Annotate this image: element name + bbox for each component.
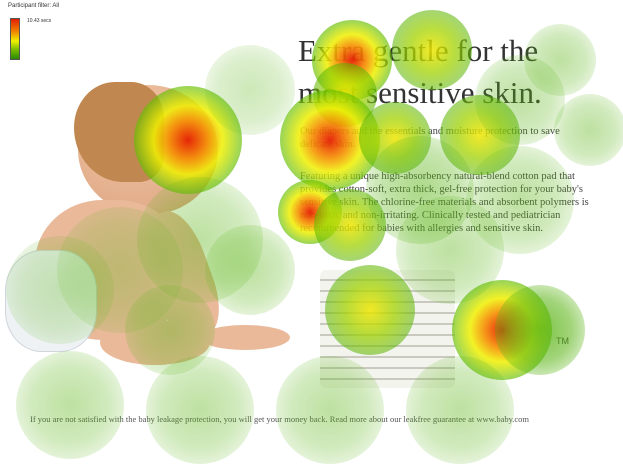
heat-spot: [554, 94, 623, 166]
heat-spot: [134, 86, 242, 194]
heat-spot: [146, 356, 254, 464]
heat-spot: [279, 89, 381, 191]
heat-spot: [440, 95, 520, 175]
heat-spot: [451, 279, 553, 381]
heat-spot: [312, 62, 378, 128]
heat-spot: [125, 285, 215, 375]
heat-spot: [312, 20, 392, 100]
heat-spot: [396, 196, 504, 304]
heat-scale-max-label: 10.43 secs: [27, 18, 52, 24]
heat-spot: [16, 351, 124, 459]
heat-spot: [359, 102, 431, 174]
heat-spot: [524, 24, 596, 96]
heat-spot: [475, 55, 565, 145]
heat-spot: [392, 10, 472, 90]
heat-spot: [366, 136, 474, 244]
heat-spot: [325, 265, 415, 355]
heat-spot: [314, 189, 386, 261]
heat-spot: [276, 356, 384, 464]
heat-spot: [137, 177, 263, 303]
heat-scale-legend: [10, 18, 20, 60]
heat-spot: [6, 236, 114, 344]
heat-spot: [277, 179, 343, 245]
heat-spot: [205, 45, 295, 135]
heat-spot: [57, 207, 183, 333]
heat-spot: [406, 356, 514, 464]
heat-spot: [466, 146, 574, 254]
heat-spot: [205, 225, 295, 315]
participant-filter-label: Participant filter: All: [8, 3, 60, 9]
ad-footer: If you are not satisfied with the baby l…: [30, 414, 530, 424]
heatmap-overlay: [6, 10, 623, 464]
heat-spot: [495, 285, 585, 375]
